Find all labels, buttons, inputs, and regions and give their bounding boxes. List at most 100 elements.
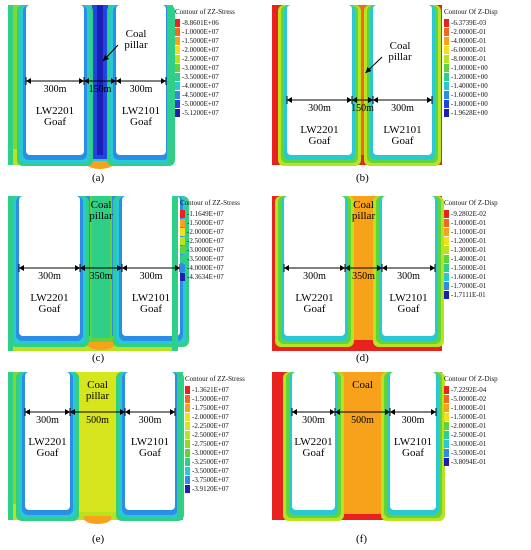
panel-e: 300m 300m 500m LW2201 Goaf LW2101 Goaf Coal p… xyxy=(8,372,258,524)
legend-swatch xyxy=(444,282,449,290)
legend-entry: -3.2500E+07 xyxy=(185,458,229,467)
legend-swatch xyxy=(444,46,449,54)
goaf-right-label: LW2101 Goaf xyxy=(393,436,433,459)
legend-entry: -2.0000E+07 xyxy=(185,413,229,422)
caption-d: (d) xyxy=(356,352,369,364)
legend-swatch xyxy=(444,386,449,394)
legend-entry: -7.2292E-04 xyxy=(444,386,486,395)
legend-swatch xyxy=(175,109,180,117)
legend-entry: -5.1200E+07 xyxy=(175,109,219,118)
legend-swatch xyxy=(444,228,449,236)
legend-value: -1.0000E+07 xyxy=(182,28,219,36)
legend-swatch xyxy=(444,28,449,36)
coal-pillar-pointer xyxy=(102,44,119,62)
legend-entry: -1.3621E+07 xyxy=(185,386,229,395)
legend-swatch xyxy=(444,100,449,108)
legend-value: -7.2292E-04 xyxy=(451,386,487,394)
legend-swatch xyxy=(180,228,185,236)
legend-value: -1.5000E+07 xyxy=(182,37,219,45)
legend-swatch xyxy=(444,219,449,227)
legend-entry: -1.2000E+00 xyxy=(444,73,488,82)
legend-swatch xyxy=(185,413,190,421)
legend-value: -1.9628E+00 xyxy=(451,109,488,117)
legend-value: -1.1000E-01 xyxy=(451,228,487,236)
caption-e: (e) xyxy=(92,533,105,545)
legend-value: -2.0000E+07 xyxy=(182,46,219,54)
legend-title: Contour of ZZ-Stress xyxy=(180,199,240,207)
legend-value: -4.0000E+07 xyxy=(187,264,224,272)
legend-entry: -3.9120E+07 xyxy=(185,485,229,494)
caption-b: (b) xyxy=(356,172,369,184)
goaf-right-label: LW2101 Goaf xyxy=(130,436,170,459)
legend-entry: -4.0000E-01 xyxy=(444,37,486,46)
legend-swatch xyxy=(444,291,449,299)
legend-value: -1.5000E-01 xyxy=(451,413,487,421)
legend-entry: -1.0000E-01 xyxy=(444,404,486,413)
legend-value: -4.0000E-01 xyxy=(451,37,487,45)
legend-c: Contour of ZZ-Stress -1.1649E+07 -1.5000E+… xyxy=(180,199,260,296)
dim-right-label: 300m xyxy=(397,271,420,282)
legend-entry: -1.8000E+00 xyxy=(444,100,488,109)
legend-entry: -2.2500E+07 xyxy=(185,422,229,431)
legend-value: -2.7500E+07 xyxy=(192,440,229,448)
goaf-left-label: LW2201 Goaf xyxy=(30,292,69,315)
legend-entry: -3.0000E+07 xyxy=(175,64,219,73)
legend-entry: -1.7000E-01 xyxy=(444,282,486,291)
legend-value: -3.0000E+07 xyxy=(187,246,224,254)
legend-swatch xyxy=(444,37,449,45)
legend-swatch xyxy=(444,73,449,81)
dim-pillar-label: 150m xyxy=(351,103,374,114)
goaf-right-label: LW2101 Goaf xyxy=(383,124,422,147)
legend-entry: -6.3739E-03 xyxy=(444,19,486,28)
legend-value: -1.5000E+07 xyxy=(192,395,229,403)
legend-value: -1.3621E+07 xyxy=(192,386,229,394)
legend-swatch xyxy=(175,46,180,54)
legend-entry: -2.0000E+07 xyxy=(180,228,224,237)
legend-value: -1.7500E+07 xyxy=(192,404,229,412)
legend-swatch xyxy=(444,449,449,457)
legend-swatch xyxy=(180,255,185,263)
legend-swatch xyxy=(180,273,185,281)
legend-entry: -1.7500E+07 xyxy=(185,404,229,413)
legend-value: -8.0000E-01 xyxy=(451,55,487,63)
legend-entry: -1.1649E+07 xyxy=(180,210,224,219)
legend-value: -8.8601E+06 xyxy=(182,19,219,27)
legend-swatch xyxy=(185,485,190,493)
legend-swatch xyxy=(180,246,185,254)
legend-title: Contour Of Z-Disp xyxy=(444,8,498,16)
legend-swatch xyxy=(185,422,190,430)
dimension-right-b xyxy=(372,96,433,104)
goaf-left-label: LW2201 Goaf xyxy=(300,124,339,147)
legend-entry: -2.0000E-01 xyxy=(444,28,486,37)
legend-swatch xyxy=(185,395,190,403)
caption-f: (f) xyxy=(356,533,367,545)
legend-swatch xyxy=(444,422,449,430)
legend-value: -3.7500E+07 xyxy=(192,476,229,484)
legend-swatch xyxy=(444,64,449,72)
legend-entry: -2.5000E-01 xyxy=(444,431,486,440)
legend-d: Contour Of Z-Disp -9.2802E-02 -1.0000E-01-… xyxy=(444,199,524,314)
legend-entry: -3.5000E+07 xyxy=(180,255,224,264)
legend-swatch xyxy=(185,476,190,484)
legend-entry: -3.0000E+07 xyxy=(185,449,229,458)
legend-value: -1.0000E-01 xyxy=(451,219,487,227)
legend-value: -2.2500E+07 xyxy=(192,422,229,430)
legend-value: -1.5000E-01 xyxy=(451,264,487,272)
legend-swatch xyxy=(444,273,449,281)
dim-pillar-label: 150m xyxy=(88,84,112,95)
legend-value: -2.5000E-01 xyxy=(451,431,487,439)
legend-value: -3.5000E-01 xyxy=(451,449,487,457)
dimension-right-a xyxy=(115,77,167,85)
legend-value: -1.4000E+00 xyxy=(451,82,488,90)
legend-value: -1.4000E-01 xyxy=(451,255,487,263)
legend-entry: -8.8601E+06 xyxy=(175,19,219,28)
legend-swatch xyxy=(185,449,190,457)
legend-swatch xyxy=(185,467,190,475)
goaf-right-label: LW2101 Goaf xyxy=(131,292,171,315)
legend-value: -2.5000E+07 xyxy=(192,431,229,439)
panel-a: 300m 300m 150m LW2201 Goaf LW2101 Goaf Coal p… xyxy=(8,5,258,169)
legend-entry: -1.1000E-01 xyxy=(444,228,486,237)
legend-swatch xyxy=(444,82,449,90)
legend-swatch xyxy=(444,264,449,272)
legend-swatch xyxy=(444,19,449,27)
